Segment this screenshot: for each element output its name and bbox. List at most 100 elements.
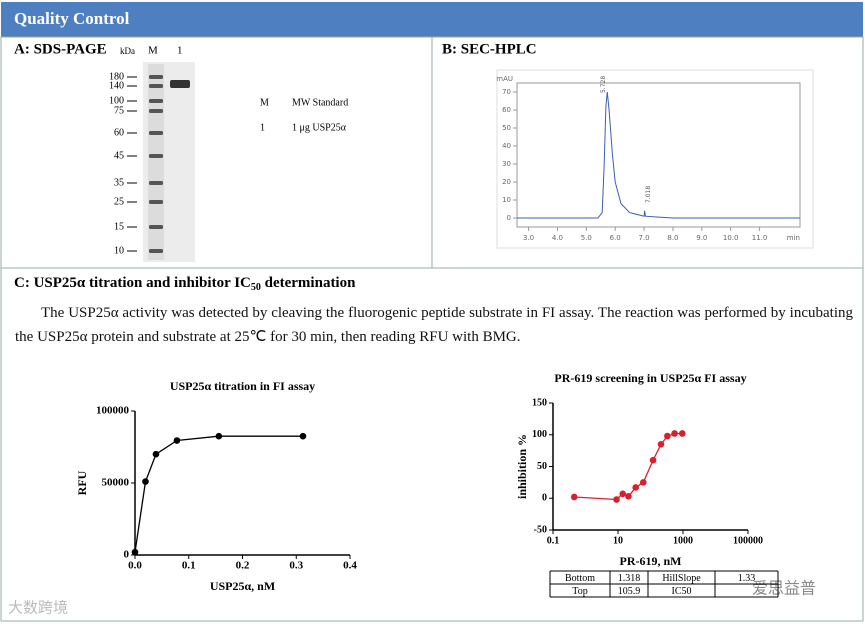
y-tick-label: 30 (502, 160, 511, 168)
x-tick-label: 5.0 (581, 234, 592, 242)
y-tick-label: 20 (502, 178, 511, 186)
panel-title: C: USP25α titration and inhibitor IC50 d… (14, 275, 356, 293)
marker-label: 10 (114, 245, 124, 256)
x-tick-label: 8.0 (667, 234, 678, 242)
marker-band (149, 249, 163, 253)
y-tick-label: 50000 (102, 477, 130, 489)
x-tick-label: 0.1 (182, 560, 196, 572)
header-title: Quality Control (14, 9, 130, 28)
table-cell: IC50 (672, 586, 692, 597)
chromatogram-frame (496, 69, 814, 249)
x-tick-label: 1000 (673, 535, 693, 546)
lane-label: M (148, 45, 158, 57)
table-cell: 1.318 (618, 573, 641, 584)
data-point (142, 478, 149, 485)
series-line (517, 91, 800, 219)
y-axis-label: RFU (75, 470, 89, 495)
peak-label: 5.728 (600, 76, 607, 93)
x-axis-label: USP25α, nM (210, 579, 275, 593)
legend-text: 1 μg USP25α (292, 122, 347, 133)
marker-band (149, 109, 163, 113)
marker-label: 35 (114, 177, 124, 188)
header-bar (1, 2, 863, 37)
table-cell: 105.9 (618, 586, 641, 597)
title-subscript: 50 (251, 282, 261, 293)
data-point (619, 490, 627, 498)
paragraph: The USP25α activity was detected by clea… (15, 305, 853, 345)
marker-label: 75 (114, 105, 124, 116)
x-tick-label: 9.0 (696, 234, 707, 242)
marker-label: 100 (109, 95, 124, 106)
marker-label: 45 (114, 150, 124, 161)
marker-label: 25 (114, 196, 124, 207)
marker-label: 15 (114, 221, 124, 232)
marker-label: 60 (114, 127, 124, 138)
y-tick-label: 50 (537, 461, 547, 472)
data-point (152, 450, 160, 458)
title-part: C: USP25α titration and inhibitor IC (14, 275, 251, 291)
marker-label: 140 (109, 80, 124, 91)
x-tick-label: 100000 (733, 535, 763, 546)
y-tick-label: 50 (502, 124, 511, 132)
legend-key: 1 (260, 122, 265, 133)
gel-lane (148, 64, 164, 260)
chart-title: USP25α titration in FI assay (170, 379, 315, 393)
x-axis-label: PR-619, nM (620, 554, 682, 568)
data-point (215, 432, 223, 440)
marker-band (149, 200, 163, 204)
x-tick-label: 0.4 (343, 560, 357, 572)
y-tick-label: 60 (502, 106, 511, 114)
x-tick-label: 10 (613, 535, 623, 546)
marker-band (149, 154, 163, 158)
x-axis-label: min (787, 234, 800, 242)
y-tick-label: 100000 (96, 405, 130, 417)
data-point (657, 440, 665, 448)
data-point (678, 430, 686, 437)
data-point (632, 484, 639, 491)
data-point (570, 493, 578, 501)
x-tick-label: 3.0 (523, 234, 534, 242)
data-point (625, 493, 632, 500)
lane-label: 1 (177, 45, 183, 57)
data-point (131, 548, 139, 556)
table-cell: Bottom (565, 573, 595, 584)
data-point (649, 456, 657, 464)
panel-title: B: SEC-HPLC (442, 41, 537, 57)
y-tick-label: 100 (532, 429, 547, 440)
marker-band (149, 225, 163, 229)
x-tick-label: 0.0 (128, 560, 142, 572)
watermark: 爱思益普 (752, 579, 816, 598)
x-tick-label: 0.1 (547, 535, 560, 546)
y-tick-label: 10 (502, 196, 511, 204)
title-part: determination (261, 275, 356, 291)
chart-title: PR-619 screening in USP25α FI assay (554, 371, 746, 385)
marker-band (149, 84, 163, 88)
data-point (299, 432, 307, 440)
sample-band (170, 80, 190, 88)
legend-text: MW Standard (292, 97, 348, 108)
marker-band (149, 75, 163, 79)
panel-title: A: SDS-PAGE (14, 41, 107, 57)
x-tick-label: 10.0 (723, 234, 739, 242)
marker-band (149, 99, 163, 103)
marker-band (149, 181, 163, 185)
x-tick-label: 0.2 (236, 560, 250, 572)
y-tick-label: 0 (124, 549, 130, 561)
y-tick-label: 40 (502, 142, 511, 150)
series-line (134, 435, 303, 553)
y-tick-label: 70 (502, 88, 511, 96)
y-tick-label: 0 (542, 493, 547, 504)
x-tick-label: 7.0 (638, 234, 649, 242)
watermark: 大数跨境 (8, 599, 68, 617)
y-tick-label: 150 (532, 397, 547, 408)
series-line (574, 432, 683, 501)
x-tick-label: 0.3 (289, 560, 303, 572)
unit-label: kDa (120, 46, 135, 56)
marker-label: 180 (109, 71, 124, 82)
x-tick-label: 11.0 (752, 234, 768, 242)
data-point (664, 432, 671, 440)
table-cell: HillSlope (662, 573, 701, 584)
data-point (671, 430, 678, 437)
